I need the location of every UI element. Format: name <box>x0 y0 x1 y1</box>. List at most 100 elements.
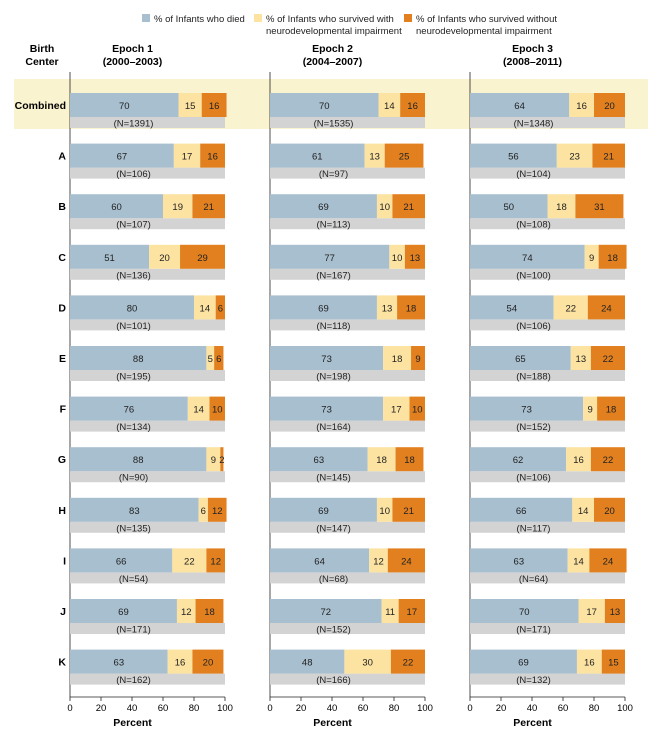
bar-value-label: 22 <box>603 354 614 365</box>
row-label-f: F <box>60 404 67 416</box>
bar-value-label: 17 <box>586 607 597 618</box>
legend-label-with-line2: neurodevelopmental impairment <box>266 26 402 37</box>
bar-segment-died <box>70 497 199 522</box>
bar-segment-with <box>547 194 576 219</box>
bar-segment-without <box>597 396 625 421</box>
bar-value-label: 48 <box>302 658 313 669</box>
n-label: (N=166) <box>316 675 351 686</box>
bar-value-label: 88 <box>133 354 144 365</box>
n-bar <box>70 117 225 128</box>
n-bar <box>70 268 225 280</box>
bar-segment-with <box>376 497 393 522</box>
epoch-title: Epoch 2 <box>312 43 353 55</box>
bar-segment-died <box>270 143 365 168</box>
bar-value-label: 30 <box>362 658 373 669</box>
bar-segment-died <box>70 244 150 269</box>
bar-value-label: 18 <box>392 354 403 365</box>
bar-value-label: 69 <box>318 506 329 517</box>
bar-segment-with <box>367 447 396 472</box>
bar-segment-without <box>601 649 625 674</box>
bar-value-label: 6 <box>216 354 221 365</box>
bar-value-label: 17 <box>407 607 418 618</box>
bar-value-label: 24 <box>601 303 612 314</box>
bar-segment-with <box>149 244 181 269</box>
bar-segment-with <box>364 143 385 168</box>
bar-segment-with <box>556 143 593 168</box>
bar-value-label: 16 <box>407 101 418 112</box>
n-label: (N=101) <box>116 321 151 332</box>
n-bar <box>470 218 625 230</box>
bar-segment-with <box>553 295 588 320</box>
bar-value-label: 25 <box>399 152 410 163</box>
bar-segment-died <box>270 599 382 623</box>
bar-value-label: 73 <box>321 405 332 416</box>
bar-value-label: 61 <box>312 152 323 163</box>
bar-segment-with <box>172 548 207 573</box>
epoch-title: Epoch 1 <box>112 43 153 55</box>
bar-value-label: 16 <box>576 101 587 112</box>
bar-segment-died <box>470 396 584 421</box>
x-tick-label: 60 <box>558 703 569 714</box>
n-label: (N=64) <box>519 574 548 585</box>
bar-value-label: 73 <box>321 354 332 365</box>
n-label: (N=188) <box>516 372 551 383</box>
n-bar <box>270 319 425 331</box>
epoch-years: (2000–2003) <box>103 56 163 68</box>
x-tick-label: 80 <box>189 703 200 714</box>
n-bar <box>470 268 625 280</box>
x-axis-label: Percent <box>513 717 552 729</box>
bar-value-label: 13 <box>382 303 393 314</box>
bar-segment-without <box>207 497 227 522</box>
n-label: (N=164) <box>316 422 351 433</box>
bar-segment-died <box>70 548 173 573</box>
bar-value-label: 13 <box>369 152 380 163</box>
n-bar <box>70 471 225 483</box>
n-bar <box>270 420 425 432</box>
n-label: (N=1348) <box>514 119 554 130</box>
bar-value-label: 10 <box>379 202 390 213</box>
bar-value-label: 16 <box>209 101 220 112</box>
bar-value-label: 72 <box>321 607 332 618</box>
n-label: (N=135) <box>116 523 151 534</box>
bar-segment-without <box>201 93 227 117</box>
bar-segment-died <box>70 194 163 219</box>
bar-segment-without <box>575 194 624 219</box>
bar-segment-died <box>270 447 368 472</box>
n-bar <box>470 521 625 533</box>
bar-value-label: 9 <box>211 455 216 466</box>
n-label: (N=118) <box>317 321 351 332</box>
bar-segment-died <box>70 649 168 674</box>
n-label: (N=117) <box>517 523 551 534</box>
bar-segment-died <box>270 649 345 674</box>
bar-value-label: 83 <box>129 506 140 517</box>
bar-segment-with <box>572 497 594 522</box>
row-header-line1: Birth <box>30 43 55 55</box>
bar-value-label: 10 <box>379 506 390 517</box>
row-label-b: B <box>58 201 66 213</box>
n-label: (N=100) <box>516 270 551 281</box>
bar-segment-without <box>400 93 425 117</box>
bar-value-label: 63 <box>314 455 325 466</box>
bar-value-label: 69 <box>318 303 329 314</box>
n-bar <box>270 673 425 685</box>
bar-value-label: 73 <box>521 405 532 416</box>
legend-swatch-without <box>404 14 412 22</box>
x-tick-label: 20 <box>96 703 107 714</box>
n-label: (N=1535) <box>314 119 354 130</box>
bar-value-label: 50 <box>503 202 514 213</box>
n-bar <box>70 623 225 634</box>
bar-value-label: 14 <box>384 101 395 112</box>
bar-value-label: 70 <box>119 101 130 112</box>
bar-segment-without <box>409 396 425 421</box>
n-bar <box>270 471 425 483</box>
n-bar <box>470 471 625 483</box>
bar-segment-without <box>398 599 425 623</box>
bar-segment-died <box>470 548 568 573</box>
bar-segment-died <box>470 194 548 219</box>
bar-value-label: 14 <box>573 556 584 567</box>
n-bar <box>70 370 225 381</box>
bar-value-label: 70 <box>319 101 330 112</box>
bar-segment-with <box>578 599 605 623</box>
bar-value-label: 20 <box>604 506 615 517</box>
bar-value-label: 18 <box>204 607 215 618</box>
